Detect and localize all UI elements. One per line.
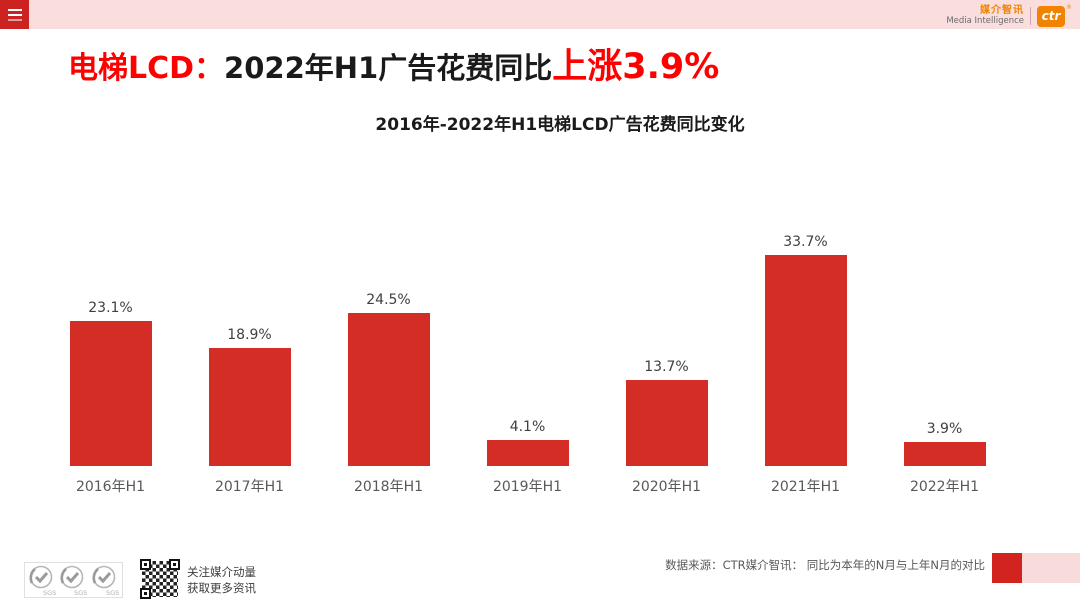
- x-tick-2016-h1: 2016年H1: [75, 479, 146, 495]
- bar-group-2021-h1: 33.7%: [736, 226, 875, 466]
- sgs-logo-icon: SGS: [60, 565, 88, 596]
- hamburger-icon: [7, 8, 22, 11]
- bar-2018-h1: [347, 313, 430, 466]
- bar-value-label: 13.7%: [644, 359, 689, 375]
- title-middle: 2022年H1广告花费同比: [224, 51, 553, 85]
- brand-text: 媒介智讯 Media Intelligence: [946, 6, 1024, 25]
- bar-2022-h1: [903, 442, 986, 466]
- brand-name-en: Media Intelligence: [946, 15, 1024, 26]
- bar-group-2022-h1: 3.9%: [875, 226, 1014, 466]
- bar-value-label: 24.5%: [366, 292, 411, 308]
- data-source-note: 数据来源：CTR媒介智讯： 同比为本年的N月与上年N月的对比: [665, 558, 985, 572]
- qr-caption: 关注媒介动量 获取更多资讯: [187, 565, 256, 596]
- bar-2020-h1: [625, 380, 708, 466]
- sgs-logo-icon: SGS: [92, 565, 119, 596]
- x-tick-2018-h1: 2018年H1: [353, 479, 424, 495]
- bar-value-label: 23.1%: [88, 300, 133, 316]
- bar-group-2020-h1: 13.7%: [597, 226, 736, 466]
- title-prefix: 电梯LCD：: [68, 51, 225, 86]
- bar-2016-h1: [69, 321, 152, 466]
- bar-value-label: 3.9%: [926, 421, 963, 437]
- svg-text:SGS: SGS: [43, 589, 56, 596]
- bar-value-label: 4.1%: [509, 419, 546, 435]
- bar-group-2017-h1: 18.9%: [180, 226, 319, 466]
- footer-red-block: [992, 553, 1022, 583]
- x-tick-2021-h1: 2021年H1: [770, 479, 841, 495]
- sgs-logo-icon: SGS: [29, 565, 56, 596]
- brand-divider: [1030, 7, 1031, 25]
- bar-2017-h1: [208, 348, 291, 466]
- title-highlight: 上涨3.9%: [552, 47, 720, 87]
- bar-group-2018-h1: 24.5%: [319, 226, 458, 466]
- qr-caption-line2: 获取更多资讯: [187, 580, 256, 595]
- ctr-logo: ctr: [1037, 5, 1065, 27]
- bar-value-label: 33.7%: [783, 234, 828, 250]
- x-tick-2019-h1: 2019年H1: [492, 479, 563, 495]
- bar-group-2016-h1: 23.1%: [41, 226, 180, 466]
- x-tick-2020-h1: 2020年H1: [631, 479, 702, 495]
- footer-pink-block: [1022, 553, 1080, 583]
- page-title: 电梯LCD：2022年H1广告花费同比上涨3.9%: [68, 46, 719, 88]
- bar-group-2019-h1: 4.1%: [458, 226, 597, 466]
- bar-value-label: 18.9%: [227, 327, 272, 343]
- plot-area: 23.1% 18.9% 24.5% 4.1% 13.7% 33.7% 3.9%: [41, 226, 1014, 466]
- registered-mark-icon: ®: [1066, 4, 1072, 11]
- brand-logo: 媒介智讯 Media Intelligence ctr ®: [946, 4, 1072, 28]
- sgs-certification-logos: SGS SGS SGS: [24, 562, 123, 598]
- menu-button[interactable]: [0, 0, 29, 29]
- svg-text:SGS: SGS: [74, 589, 87, 596]
- top-bar: 媒介智讯 Media Intelligence ctr ®: [0, 0, 1080, 29]
- bar-2019-h1: [486, 440, 569, 466]
- svg-text:SGS: SGS: [106, 589, 119, 596]
- qr-caption-line1: 关注媒介动量: [187, 565, 256, 579]
- chart-title: 2016年-2022年H1电梯LCD广告花费同比变化: [375, 115, 745, 135]
- bar-2021-h1: [764, 255, 847, 466]
- qr-code-icon: [140, 559, 180, 599]
- x-axis: 2016年H1 2017年H1 2018年H1 2019年H1 2020年H1 …: [41, 476, 1014, 496]
- brand-name-cn: 媒介智讯: [980, 5, 1024, 17]
- x-tick-2022-h1: 2022年H1: [909, 479, 980, 495]
- x-tick-2017-h1: 2017年H1: [214, 479, 285, 495]
